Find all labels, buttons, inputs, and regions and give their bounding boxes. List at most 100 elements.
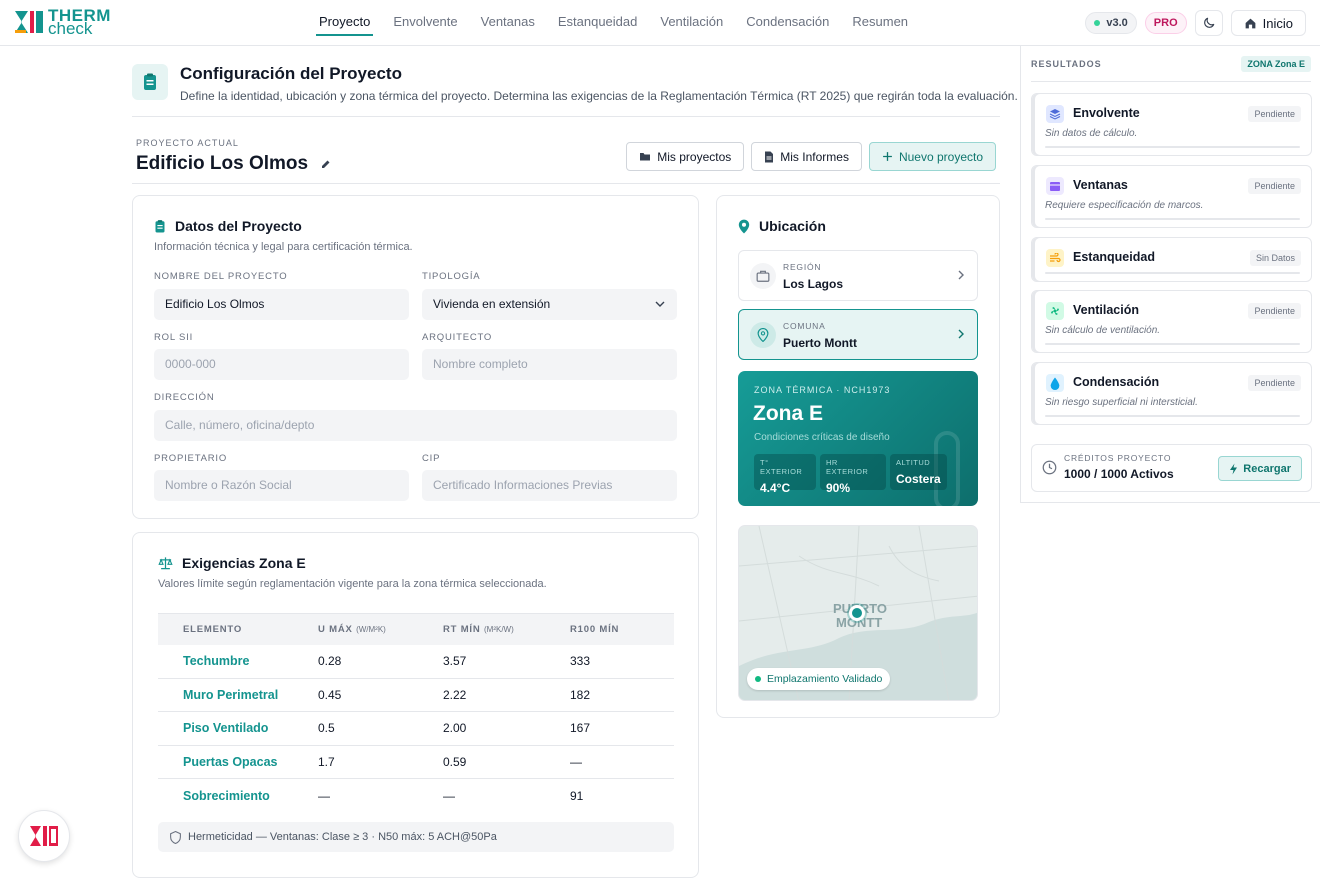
- status-badge: Pendiente: [1248, 303, 1301, 319]
- project-name-text: Edificio Los Olmos: [136, 153, 309, 174]
- lightning-icon: [1230, 463, 1238, 474]
- region-value: Los Lagos: [783, 277, 844, 291]
- result-card-ventilacion[interactable]: Ventilación Pendiente Sin cálculo de ven…: [1031, 290, 1312, 353]
- results-sidebar: RESULTADOS ZONA Zona E Envolvente Pendie…: [1020, 46, 1320, 503]
- cell-umax: —: [318, 788, 330, 803]
- region-selector[interactable]: REGIÓN Los Lagos: [738, 250, 978, 301]
- top-bar: THERM check Proyecto Envolvente Ventanas…: [0, 0, 1320, 46]
- shield-icon: [170, 830, 181, 844]
- airtightness-text: Hermeticidad — Ventanas: Clase ≥ 3 · N50…: [188, 831, 497, 843]
- page-description: Define la identidad, ubicación y zona té…: [180, 89, 1018, 103]
- table-row: Techumbre 0.28 3.57 333: [158, 644, 674, 679]
- theme-toggle-button[interactable]: [1194, 10, 1223, 36]
- typology-select[interactable]: Vivienda en extensión: [422, 289, 677, 320]
- edit-pencil-icon[interactable]: [320, 158, 332, 170]
- table-row: Piso Ventilado 0.5 2.00 167: [158, 711, 674, 746]
- clipboard-icon: [132, 64, 168, 100]
- credits-value: 1000 / 1000 Activos: [1064, 467, 1174, 481]
- field-label-nombre: NOMBRE DEL PROYECTO: [154, 271, 288, 282]
- airtightness-note: Hermeticidad — Ventanas: Clase ≥ 3 · N50…: [158, 822, 674, 852]
- stat-humidity: HR EXTERIOR 90%: [820, 454, 886, 495]
- result-card-envolvente[interactable]: Envolvente Pendiente Sin datos de cálcul…: [1031, 93, 1312, 156]
- status-dot-icon: [1094, 20, 1101, 26]
- version-label: v3.0: [1106, 17, 1128, 29]
- result-name: Ventilación: [1073, 303, 1139, 317]
- tab-estanqueidad[interactable]: Estanqueidad: [557, 14, 638, 29]
- stat-altitude: ALTITUD Costera: [890, 454, 947, 490]
- comuna-selector[interactable]: COMUNA Puerto Montt: [738, 309, 978, 360]
- home-label: Inicio: [1262, 15, 1293, 31]
- address-input[interactable]: Calle, número, oficina/depto: [154, 410, 677, 441]
- card-title-text: Ubicación: [759, 218, 826, 234]
- requirements-card: Exigencias Zona E Valores límite según r…: [132, 532, 699, 878]
- my-projects-button[interactable]: Mis proyectos: [626, 142, 745, 171]
- home-button[interactable]: Inicio: [1230, 10, 1306, 36]
- my-reports-button[interactable]: Mis Informes: [751, 142, 862, 171]
- tab-ventanas[interactable]: Ventanas: [480, 14, 535, 29]
- fan-icon: [1046, 302, 1064, 320]
- cell-rtmin: 0.59: [443, 745, 570, 779]
- progress-bar: [1045, 218, 1300, 220]
- tab-resumen[interactable]: Resumen: [852, 14, 909, 29]
- cell-umax: 1.7: [318, 745, 443, 779]
- credits-label: CRÉDITOS PROYECTO: [1064, 453, 1172, 463]
- status-badge: Sin Datos: [1249, 250, 1301, 266]
- tab-condensacion[interactable]: Condensación: [746, 14, 830, 29]
- project-name-input[interactable]: Edificio Los Olmos: [154, 289, 409, 320]
- result-name: Estanqueidad: [1073, 250, 1155, 264]
- field-label-direccion: DIRECCIÓN: [154, 392, 215, 403]
- my-projects-label: Mis proyectos: [657, 149, 732, 164]
- col-r100: R100 MÍN: [570, 613, 674, 645]
- recharge-button[interactable]: Recargar: [1218, 456, 1302, 481]
- tab-proyecto[interactable]: Proyecto: [316, 0, 374, 36]
- rol-sii-input[interactable]: 0000-000: [154, 349, 409, 380]
- field-label-propietario: PROPIETARIO: [154, 453, 228, 464]
- clipboard-icon: [155, 219, 165, 232]
- map-marker-icon[interactable]: [849, 605, 865, 621]
- card-title-text: Exigencias Zona E: [182, 555, 306, 571]
- comuna-label: COMUNA: [783, 321, 826, 331]
- briefcase-icon: [750, 263, 776, 289]
- divider: [132, 116, 1000, 117]
- my-reports-label: Mis Informes: [780, 149, 849, 164]
- cell-r100: 91: [570, 788, 584, 803]
- new-project-button[interactable]: Nuevo proyecto: [868, 142, 996, 171]
- col-elemento: ELEMENTO: [158, 613, 318, 645]
- table-header-row: ELEMENTO U MÁX (W/M²K) RT MÍN (M²K/W) R1…: [158, 613, 674, 645]
- cell-elemento: Sobrecimiento: [183, 788, 270, 803]
- architect-input[interactable]: Nombre completo: [422, 349, 677, 380]
- app-fab-button[interactable]: [18, 810, 70, 862]
- chevron-right-icon: [958, 270, 964, 280]
- tab-ventilacion[interactable]: Ventilación: [660, 14, 724, 29]
- page-title: Configuración del Proyecto: [180, 64, 402, 83]
- result-card-estanqueidad[interactable]: Estanqueidad Sin Datos: [1031, 237, 1312, 282]
- scale-icon: [158, 557, 173, 570]
- cell-umax: 0.45: [318, 678, 443, 712]
- credits-panel: CRÉDITOS PROYECTO 1000 / 1000 Activos Re…: [1031, 444, 1312, 492]
- result-note: Sin datos de cálculo.: [1045, 128, 1138, 139]
- moon-icon: [1203, 17, 1214, 28]
- brand-logo-icon: [30, 826, 58, 846]
- chevron-down-icon: [655, 301, 665, 307]
- result-card-ventanas[interactable]: Ventanas Pendiente Requiere especificaci…: [1031, 165, 1312, 228]
- cell-r100: 333: [570, 644, 674, 679]
- cell-elemento: Techumbre: [158, 644, 318, 679]
- logo[interactable]: THERM check: [14, 7, 111, 37]
- tab-envolvente[interactable]: Envolvente: [393, 14, 458, 29]
- result-card-condensacion[interactable]: Condensación Pendiente Sin riesgo superf…: [1031, 362, 1312, 425]
- cip-input[interactable]: Certificado Informaciones Previas: [422, 470, 677, 501]
- card-subtitle: Valores límite según reglamentación vige…: [158, 578, 547, 590]
- typology-value: Vivienda en extensión: [433, 297, 551, 311]
- cell-umax: 0.5: [318, 711, 443, 746]
- drop-icon: [1046, 374, 1064, 392]
- location-map[interactable]: PUERTO MONTT Emplazamiento Validado: [738, 525, 978, 701]
- owner-input[interactable]: Nombre o Razón Social: [154, 470, 409, 501]
- cell-rtmin: 2.00: [443, 711, 570, 746]
- field-label-cip: CIP: [422, 453, 441, 464]
- results-title: RESULTADOS: [1031, 59, 1102, 69]
- zone-badge: ZONA Zona E: [1241, 56, 1311, 72]
- cell-r100: 167: [570, 711, 674, 746]
- field-label-tipologia: TIPOLOGÍA: [422, 271, 481, 282]
- cell-rtmin: 3.57: [443, 644, 570, 679]
- window-icon: [1046, 177, 1064, 195]
